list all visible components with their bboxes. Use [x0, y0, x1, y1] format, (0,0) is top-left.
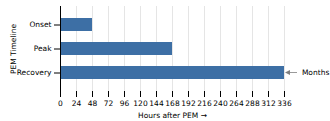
svg-text:216: 216 [197, 99, 212, 108]
svg-text:264: 264 [229, 99, 244, 108]
svg-text:144: 144 [149, 99, 164, 108]
svg-text:336: 336 [277, 99, 292, 108]
svg-text:24: 24 [72, 99, 82, 108]
svg-text:Peak: Peak [34, 44, 52, 53]
svg-text:48: 48 [88, 99, 98, 108]
svg-text:168: 168 [165, 99, 180, 108]
svg-text:Onset: Onset [29, 20, 51, 29]
svg-text:Hours after PEM →: Hours after PEM → [138, 111, 207, 120]
svg-text:240: 240 [213, 99, 228, 108]
svg-text:192: 192 [181, 99, 196, 108]
svg-text:PEM Timeline: PEM Timeline [9, 24, 18, 74]
svg-text:96: 96 [120, 99, 130, 108]
svg-text:312: 312 [261, 99, 276, 108]
svg-text:Months: Months [300, 68, 330, 77]
svg-text:Recovery: Recovery [17, 68, 52, 77]
svg-text:120: 120 [133, 99, 148, 108]
svg-text:0: 0 [58, 99, 63, 108]
svg-text:288: 288 [245, 99, 260, 108]
svg-text:72: 72 [104, 99, 114, 108]
